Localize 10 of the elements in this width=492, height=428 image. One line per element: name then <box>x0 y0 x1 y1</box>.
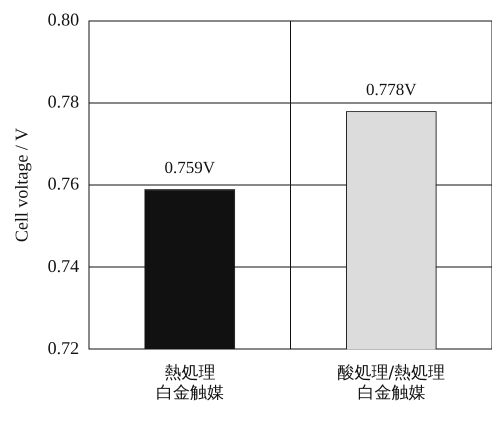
x-tick-label: 熱処理白金触媒 <box>156 362 224 404</box>
y-tick-label: 0.76 <box>48 174 80 194</box>
x-tick-label: 酸処理/熱処理白金触媒 <box>337 362 446 404</box>
y-tick-label: 0.80 <box>48 10 80 30</box>
y-tick-label: 0.72 <box>48 338 80 358</box>
y-tick-label: 0.78 <box>48 92 80 112</box>
y-axis-title: Cell voltage / V <box>12 128 32 242</box>
y-tick-label: 0.74 <box>48 256 80 276</box>
data-label: 0.778V <box>366 80 418 100</box>
data-label: 0.759V <box>164 158 216 178</box>
